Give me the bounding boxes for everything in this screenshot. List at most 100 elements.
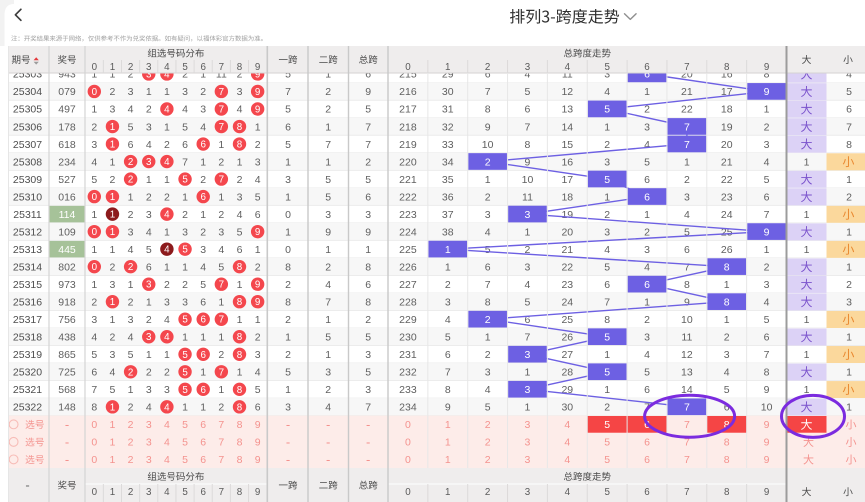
svg-text:8: 8 xyxy=(285,261,291,273)
svg-text:1: 1 xyxy=(182,402,188,414)
svg-text:618: 618 xyxy=(58,139,76,151)
svg-text:2: 2 xyxy=(200,86,206,98)
svg-text:3: 3 xyxy=(146,419,152,431)
svg-text:3: 3 xyxy=(237,191,243,203)
svg-text:5: 5 xyxy=(604,487,610,498)
svg-text:1: 1 xyxy=(200,209,206,221)
svg-text:1: 1 xyxy=(445,244,451,256)
svg-text:5: 5 xyxy=(285,69,291,81)
svg-text:3: 3 xyxy=(218,226,224,238)
svg-text:3: 3 xyxy=(325,367,331,379)
svg-text:-: - xyxy=(65,417,69,432)
svg-text:30: 30 xyxy=(561,402,573,414)
svg-text:5: 5 xyxy=(182,419,188,431)
svg-text:4: 4 xyxy=(164,487,170,498)
svg-text:6: 6 xyxy=(255,209,261,221)
svg-text:1: 1 xyxy=(200,331,206,343)
svg-text:5: 5 xyxy=(182,175,188,186)
svg-text:22: 22 xyxy=(721,174,733,186)
svg-text:2: 2 xyxy=(110,331,116,343)
svg-text:27: 27 xyxy=(561,349,573,361)
svg-text:1: 1 xyxy=(804,314,810,326)
svg-text:1: 1 xyxy=(724,279,730,291)
svg-text:2: 2 xyxy=(525,244,531,256)
svg-text:8: 8 xyxy=(237,385,243,396)
svg-text:9: 9 xyxy=(764,419,770,431)
svg-text:148: 148 xyxy=(58,402,76,414)
svg-text:37: 37 xyxy=(442,209,454,221)
svg-text:9: 9 xyxy=(764,226,770,238)
svg-text:3: 3 xyxy=(604,69,610,81)
svg-text:4: 4 xyxy=(525,279,531,291)
svg-text:6: 6 xyxy=(604,279,610,291)
svg-text:1: 1 xyxy=(684,156,690,168)
svg-text:1: 1 xyxy=(110,69,116,81)
svg-text:5: 5 xyxy=(604,331,610,343)
svg-text:230: 230 xyxy=(399,331,417,343)
svg-text:4: 4 xyxy=(128,331,134,343)
svg-text:6: 6 xyxy=(365,279,371,291)
svg-text:1: 1 xyxy=(445,487,450,498)
svg-text:8: 8 xyxy=(237,262,243,273)
svg-text:3: 3 xyxy=(146,280,152,291)
svg-text:6: 6 xyxy=(525,104,531,116)
svg-text:32: 32 xyxy=(442,121,454,133)
svg-text:2: 2 xyxy=(128,402,134,414)
svg-text:7: 7 xyxy=(525,121,531,133)
svg-text:8: 8 xyxy=(684,279,690,291)
svg-text:3: 3 xyxy=(110,349,116,361)
svg-text:0: 0 xyxy=(92,87,98,98)
svg-text:1: 1 xyxy=(604,384,610,396)
svg-text:3: 3 xyxy=(146,454,152,466)
svg-text:0: 0 xyxy=(92,227,98,238)
svg-text:25315: 25315 xyxy=(13,279,42,291)
svg-text:802: 802 xyxy=(58,261,76,273)
svg-text:3: 3 xyxy=(200,244,206,256)
svg-text:2: 2 xyxy=(128,454,134,466)
svg-text:1: 1 xyxy=(200,69,206,81)
svg-text:2: 2 xyxy=(146,191,152,203)
svg-text:4: 4 xyxy=(200,261,206,273)
svg-text:114: 114 xyxy=(59,209,76,221)
svg-text:2: 2 xyxy=(128,262,133,273)
svg-text:-: - xyxy=(366,452,370,467)
svg-text:1: 1 xyxy=(804,384,810,396)
svg-text:3: 3 xyxy=(91,314,97,326)
svg-text:6: 6 xyxy=(445,349,451,361)
svg-text:4: 4 xyxy=(644,349,650,361)
svg-text:1: 1 xyxy=(110,437,116,449)
svg-text:2: 2 xyxy=(128,296,134,308)
svg-text:1: 1 xyxy=(218,331,224,343)
svg-text:14: 14 xyxy=(681,384,693,396)
svg-text:2: 2 xyxy=(128,157,133,168)
svg-text:3: 3 xyxy=(525,454,531,466)
svg-text:2: 2 xyxy=(200,174,206,186)
svg-text:5: 5 xyxy=(365,104,371,116)
svg-text:5: 5 xyxy=(525,86,531,98)
svg-text:25: 25 xyxy=(561,314,573,326)
svg-text:6: 6 xyxy=(684,244,690,256)
svg-text:2: 2 xyxy=(485,156,491,168)
svg-text:11: 11 xyxy=(562,69,573,81)
svg-text:17: 17 xyxy=(561,174,573,186)
svg-text:1: 1 xyxy=(604,191,610,203)
svg-text:2: 2 xyxy=(146,314,152,326)
svg-text:4: 4 xyxy=(128,244,134,256)
svg-text:5: 5 xyxy=(182,437,188,449)
svg-text:25309: 25309 xyxy=(13,174,42,186)
svg-text:3: 3 xyxy=(110,279,116,291)
svg-text:3: 3 xyxy=(237,86,243,98)
svg-text:6: 6 xyxy=(644,69,650,81)
svg-text:9: 9 xyxy=(684,296,690,308)
svg-text:25316: 25316 xyxy=(13,296,42,308)
svg-text:5: 5 xyxy=(684,226,690,238)
svg-text:1: 1 xyxy=(804,349,810,361)
svg-text:4: 4 xyxy=(325,279,331,291)
svg-text:8: 8 xyxy=(724,487,730,498)
svg-text:1: 1 xyxy=(164,226,170,238)
svg-text:3: 3 xyxy=(182,296,188,308)
svg-text:6: 6 xyxy=(644,384,650,396)
svg-text:1: 1 xyxy=(110,192,115,203)
svg-text:2: 2 xyxy=(485,454,491,466)
svg-text:7: 7 xyxy=(684,121,690,133)
